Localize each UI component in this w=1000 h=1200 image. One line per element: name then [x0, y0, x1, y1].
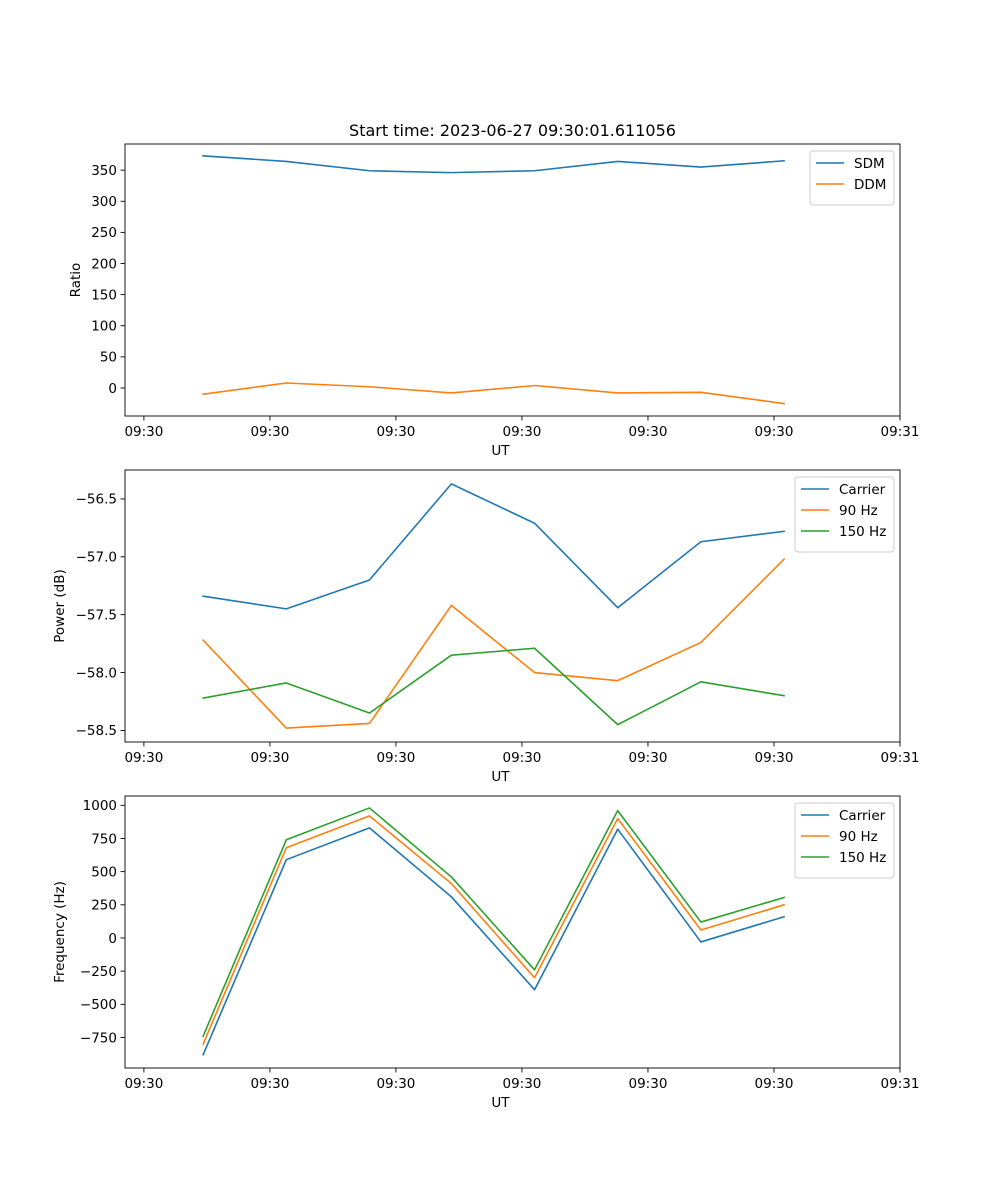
series-line-ddm — [202, 382, 785, 405]
x-tick-label: 09:30 — [755, 1076, 794, 1092]
legend-box — [809, 150, 895, 206]
y-tick-label: −58.5 — [76, 723, 117, 739]
x-tick-label: 09:31 — [881, 750, 920, 766]
y-tick-label: 250 — [91, 898, 117, 914]
chart-panel-3: 09:30 09:30 09:30 09:30 09:30 09:30 09:31 −750 −… — [52, 795, 920, 1111]
y-tick-label: 0 — [108, 931, 117, 947]
legend-label: Carrier — [839, 808, 886, 824]
y-tick-label: 350 — [91, 163, 117, 179]
panels: 09:30 09:30 09:30 09:30 09:30 09:30 09:31 0 50 10… — [52, 143, 920, 1111]
y-axis-label: Frequency (Hz) — [52, 881, 68, 983]
y-tick-label: −250 — [80, 964, 117, 980]
x-axis-label: UT — [491, 443, 510, 459]
legend-label: 90 Hz — [839, 503, 878, 519]
y-tick-label: 500 — [91, 864, 117, 880]
x-tick-label: 09:30 — [124, 750, 163, 766]
y-tick-label: 100 — [91, 319, 117, 335]
axes-frame — [124, 795, 901, 1069]
x-tick-label: 09:30 — [376, 750, 415, 766]
x-tick-label: 09:30 — [502, 424, 541, 440]
x-tick-label: 09:30 — [502, 750, 541, 766]
y-tick-label: −58.0 — [76, 665, 117, 681]
y-tick-label: −750 — [80, 1030, 117, 1046]
axes-frame — [124, 143, 901, 417]
x-tick-label: 09:30 — [250, 750, 289, 766]
legend-label: Carrier — [839, 482, 886, 498]
y-tick-label: −57.5 — [76, 607, 117, 623]
axes-frame — [124, 469, 901, 743]
x-axis-label: UT — [491, 1095, 510, 1111]
y-tick-label: −57.0 — [76, 550, 117, 566]
y-tick-label: 200 — [91, 256, 117, 272]
x-tick-label: 09:31 — [881, 1076, 920, 1092]
x-tick-label: 09:30 — [124, 1076, 163, 1092]
x-tick-label: 09:30 — [250, 424, 289, 440]
figure-title: Start time: 2023-06-27 09:30:01.611056 — [349, 121, 676, 140]
x-tick-label: 09:30 — [629, 750, 668, 766]
series-line-90-hz — [202, 815, 786, 1046]
y-tick-label: 300 — [91, 194, 117, 210]
x-tick-label: 09:30 — [755, 424, 794, 440]
x-tick-label: 09:30 — [376, 1076, 415, 1092]
y-tick-label: 250 — [91, 225, 117, 241]
series-line-carrier — [202, 483, 785, 610]
series-line-150-hz — [202, 807, 786, 1038]
y-tick-label: 750 — [91, 831, 117, 847]
series-line-sdm — [202, 154, 785, 174]
series-line-150-hz — [202, 647, 785, 726]
x-tick-label: 09:30 — [755, 750, 794, 766]
y-tick-label: 50 — [100, 350, 117, 366]
y-tick-label: 150 — [91, 287, 117, 303]
y-tick-label: −56.5 — [76, 492, 117, 508]
x-axis-label: UT — [491, 769, 510, 785]
legend-label: DDM — [854, 177, 886, 193]
series-line-90-hz — [201, 557, 786, 729]
y-axis-label: Power (dB) — [52, 569, 68, 642]
x-tick-label: 09:30 — [629, 424, 668, 440]
legend-box — [794, 476, 895, 553]
chart-panel-2: 09:30 09:30 09:30 09:30 09:30 09:30 09:31 −58.5… — [52, 469, 920, 785]
y-tick-label: 1000 — [83, 798, 117, 814]
legend-label: 90 Hz — [839, 829, 878, 845]
x-tick-label: 09:30 — [376, 424, 415, 440]
legend-label: 150 Hz — [839, 524, 886, 540]
x-tick-label: 09:30 — [124, 424, 163, 440]
x-tick-label: 09:30 — [502, 1076, 541, 1092]
legend-label: SDM — [854, 156, 885, 172]
series-line-carrier — [202, 827, 786, 1056]
y-axis-label: Ratio — [68, 263, 84, 298]
legend-label: 150 Hz — [839, 850, 886, 866]
legend-box — [794, 802, 895, 879]
y-tick-label: 0 — [108, 381, 117, 397]
y-tick-label: −500 — [80, 997, 117, 1013]
x-tick-label: 09:30 — [629, 1076, 668, 1092]
x-tick-label: 09:30 — [250, 1076, 289, 1092]
x-tick-label: 09:31 — [881, 424, 920, 440]
chart-panel-1: 09:30 09:30 09:30 09:30 09:30 09:30 09:31 0 50 10… — [68, 143, 920, 459]
